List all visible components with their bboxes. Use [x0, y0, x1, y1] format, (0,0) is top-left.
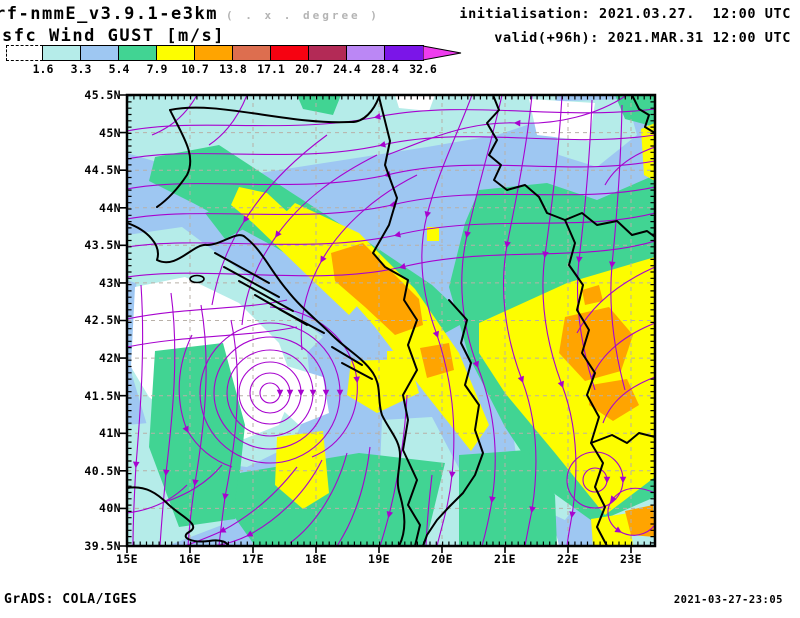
- legend-overflow-arrow-icon: [423, 45, 462, 61]
- legend-value: 10.7: [181, 62, 209, 76]
- legend-value: 28.4: [371, 62, 399, 76]
- lon-tick-label: 22E: [557, 552, 579, 566]
- lat-tick-label: 40N: [99, 501, 121, 515]
- lat-tick-label: 39.5N: [84, 539, 121, 553]
- legend-value: 17.1: [257, 62, 285, 76]
- axis-ticks: [120, 94, 632, 553]
- geography-layer: [127, 95, 655, 546]
- lon-tick-label: 20E: [431, 552, 453, 566]
- lat-tick-label: 43.5N: [84, 238, 121, 252]
- lat-tick-label: 42.5N: [84, 313, 121, 327]
- initialisation-time: initialisation: 2021.03.27. 12:00 UTC: [459, 6, 791, 22]
- model-grid-note: ( . x . degree ): [225, 9, 380, 22]
- legend-value: 7.9: [146, 62, 168, 76]
- lat-tick-label: 42N: [99, 351, 121, 365]
- lon-tick-label: 15E: [116, 552, 138, 566]
- creation-timestamp: 2021-03-27-23:05: [673, 594, 783, 606]
- lon-tick-label: 23E: [620, 552, 642, 566]
- lon-tick-label: 21E: [494, 552, 516, 566]
- legend-segment: [270, 45, 310, 61]
- legend-value: 5.4: [108, 62, 130, 76]
- legend-value: 13.8: [219, 62, 247, 76]
- valid-time: valid(+96h): 2021.MAR.31 12:00 UTC: [494, 30, 791, 46]
- wind-gust-map: [120, 93, 657, 553]
- grads-credit: GrADS: COLA/IGES: [4, 592, 138, 607]
- legend-value: 20.7: [295, 62, 323, 76]
- legend-below-min-segment: [6, 45, 43, 61]
- lat-tick-label: 45N: [99, 126, 121, 140]
- legend-segment: [156, 45, 196, 61]
- lon-tick-label: 19E: [368, 552, 390, 566]
- lon-tick-label: 16E: [179, 552, 201, 566]
- lat-tick-label: 44N: [99, 201, 121, 215]
- lat-tick-label: 43N: [99, 276, 121, 290]
- lon-tick-label: 18E: [305, 552, 327, 566]
- lat-tick-label: 44.5N: [84, 163, 121, 177]
- variable-title: sfc Wind GUST [m/s]: [2, 26, 225, 46]
- legend-segment: [80, 45, 120, 61]
- legend-segment: [346, 45, 386, 61]
- legend-segment: [384, 45, 424, 61]
- legend-value: 3.3: [70, 62, 92, 76]
- streamlines-layer: [127, 95, 655, 546]
- legend-value: 1.6: [32, 62, 54, 76]
- legend-value: 24.4: [333, 62, 361, 76]
- lat-tick-label: 45.5N: [84, 88, 121, 102]
- model-name: rf-nmmE_v3.9.1-e3km: [0, 4, 218, 24]
- legend-value: 32.6: [409, 62, 437, 76]
- model-title: rf-nmmE_v3.9.1-e3km ( . x . degree ): [0, 4, 380, 24]
- legend-segment: [232, 45, 272, 61]
- lon-tick-label: 17E: [242, 552, 264, 566]
- lat-tick-label: 41N: [99, 426, 121, 440]
- lat-tick-label: 40.5N: [84, 464, 121, 478]
- legend-segment: [194, 45, 234, 61]
- lat-tick-label: 41.5N: [84, 389, 121, 403]
- color-scale-legend: 1.6 3.3 5.4 7.9 10.7 13.8 17.1 20.7 24.4…: [6, 45, 466, 77]
- legend-segment: [42, 45, 82, 61]
- legend-segment: [308, 45, 348, 61]
- legend-segment: [118, 45, 158, 61]
